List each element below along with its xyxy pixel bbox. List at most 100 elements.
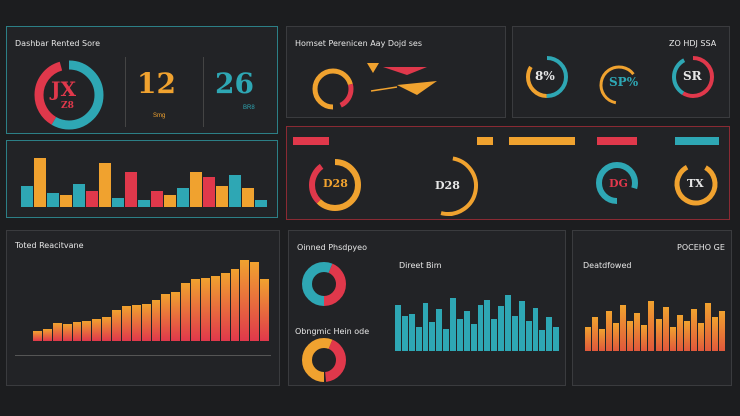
bar bbox=[450, 298, 456, 351]
bar bbox=[429, 322, 436, 351]
bar bbox=[125, 172, 137, 207]
bar bbox=[711, 317, 718, 351]
ring-gauge-1 bbox=[526, 56, 568, 98]
panel-title: Oinned Phsdpyeo bbox=[297, 243, 367, 252]
bar bbox=[242, 188, 254, 207]
bar bbox=[92, 318, 102, 341]
bar bbox=[260, 279, 269, 341]
ring-a-label: D28 bbox=[323, 177, 348, 190]
panel-title: Dashbar Rented Sore bbox=[15, 39, 100, 48]
bar bbox=[102, 316, 111, 341]
bar bbox=[704, 303, 711, 351]
bar bbox=[443, 328, 449, 351]
bar bbox=[82, 321, 92, 341]
bar bbox=[21, 186, 33, 207]
bar bbox=[62, 324, 72, 341]
panel-title: ZO HDJ SSA bbox=[669, 39, 717, 48]
bar bbox=[216, 186, 228, 207]
bar bbox=[190, 172, 202, 207]
bar bbox=[210, 275, 220, 341]
bar bbox=[592, 317, 599, 351]
bar bbox=[200, 278, 210, 341]
bar bbox=[690, 309, 697, 351]
bar bbox=[52, 323, 62, 341]
bar bbox=[553, 327, 559, 351]
bar bbox=[641, 325, 648, 351]
bar bbox=[395, 304, 401, 351]
revenue-bar-chart bbox=[33, 257, 269, 341]
bar bbox=[456, 319, 463, 351]
bar bbox=[401, 315, 408, 351]
bar bbox=[511, 315, 518, 351]
bar bbox=[33, 330, 42, 341]
ring-value-3: SR bbox=[683, 69, 702, 83]
bar bbox=[655, 319, 662, 351]
bar bbox=[525, 320, 532, 351]
donut-bars-panel: Oinned Phsdpyeo Obngmic Hein ode Direet … bbox=[288, 230, 566, 386]
bar bbox=[484, 299, 491, 351]
bar bbox=[718, 311, 725, 351]
bar bbox=[436, 309, 443, 351]
bar bbox=[161, 293, 171, 341]
bar bbox=[131, 305, 141, 341]
bar bbox=[34, 158, 46, 207]
panel-title: Homset Perenicen Aay Dojd ses bbox=[295, 39, 423, 48]
bar bbox=[112, 197, 124, 207]
bar bbox=[220, 272, 230, 341]
teal-bar-chart bbox=[395, 287, 559, 351]
bar bbox=[42, 329, 52, 341]
revenue-chart-panel: Toted Reacitvane bbox=[6, 230, 280, 386]
bar bbox=[676, 315, 683, 351]
bar bbox=[422, 303, 429, 351]
kpi-panel-top-left: Dashbar Rented Sore JX Z8 12 Smg 26 BR8 bbox=[6, 26, 278, 134]
bar bbox=[230, 268, 240, 341]
chart-title: Deatdfowed bbox=[583, 261, 632, 270]
ring-b-label: D28 bbox=[435, 179, 460, 192]
kpi-sub-2: BR8 bbox=[243, 105, 255, 111]
bar bbox=[164, 195, 176, 207]
bar bbox=[620, 305, 627, 351]
bar bbox=[634, 313, 641, 351]
donut-chart-2 bbox=[302, 338, 346, 382]
ring-gauge-d bbox=[674, 162, 718, 206]
bar bbox=[505, 295, 511, 351]
bar bbox=[86, 190, 98, 207]
ring-gauge-a bbox=[309, 159, 361, 211]
bar bbox=[60, 195, 72, 207]
ring-value-1: 8% bbox=[535, 69, 555, 83]
bar-chart-small bbox=[21, 149, 267, 207]
bar bbox=[477, 304, 484, 351]
bar bbox=[73, 183, 85, 207]
bar bbox=[191, 279, 200, 341]
kpi-sub-1: Smg bbox=[153, 113, 166, 119]
sub-title: Obngmic Hein ode bbox=[295, 327, 370, 336]
bar bbox=[72, 322, 82, 341]
bar bbox=[627, 321, 634, 351]
bar bbox=[47, 193, 59, 207]
bar bbox=[599, 329, 606, 351]
bar bbox=[151, 190, 163, 207]
bar bbox=[121, 306, 131, 341]
rings-panel-top-right: ZO HDJ SSA 8% SP% SR bbox=[512, 26, 730, 118]
bar bbox=[683, 321, 690, 351]
orange-bar-chart bbox=[585, 291, 725, 351]
bar bbox=[613, 323, 620, 351]
bar bbox=[662, 307, 669, 351]
bar bbox=[606, 311, 613, 351]
kpi-value-1: 12 bbox=[137, 67, 176, 100]
bar bbox=[648, 301, 655, 351]
bar bbox=[697, 323, 704, 351]
bar bbox=[255, 200, 267, 207]
bar bbox=[151, 300, 161, 341]
bar bbox=[229, 174, 241, 207]
bar bbox=[539, 330, 546, 351]
bar bbox=[99, 162, 111, 207]
bar bbox=[112, 309, 121, 341]
ring-c-label: DG bbox=[609, 177, 628, 190]
bar bbox=[491, 319, 498, 351]
bar bbox=[171, 291, 181, 341]
ring-value-2: SP% bbox=[609, 75, 639, 89]
ring-gauge-c bbox=[596, 162, 638, 204]
bar bbox=[250, 262, 260, 341]
bar bbox=[518, 301, 525, 351]
